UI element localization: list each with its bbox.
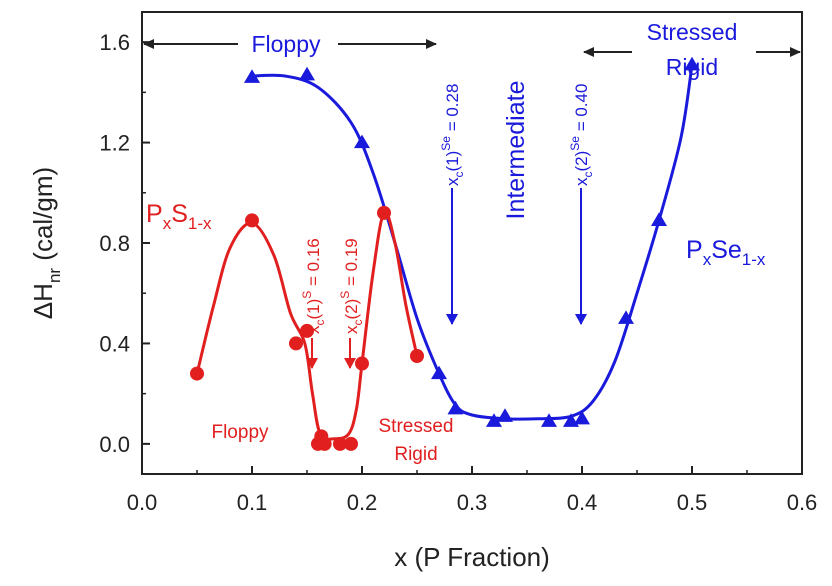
pxs-point-2 xyxy=(289,336,303,351)
x-tick-label-2: 0.2 xyxy=(347,490,378,515)
pxs-point-1 xyxy=(245,213,259,228)
pxs-point-7 xyxy=(333,436,347,451)
label-floppy-bottom: Floppy xyxy=(211,422,269,443)
x-tick-label-4: 0.4 xyxy=(567,490,598,515)
pxse-point-7 xyxy=(541,413,557,427)
y-tick-label-1: 0.4 xyxy=(99,331,130,356)
pxse-point-6 xyxy=(497,408,513,422)
series-pxse-curve xyxy=(251,64,694,421)
label-series-pxs: PxS1-x xyxy=(146,200,212,233)
label-xc1-se: xc(1)Se = 0.28 xyxy=(439,84,466,186)
x-tick-label-0: 0.0 xyxy=(127,490,158,515)
label-rigid-bottom: Rigid xyxy=(394,444,437,465)
x-tick-label-3: 0.3 xyxy=(457,490,488,515)
label-xc2-se: xc(2)Se = 0.40 xyxy=(568,84,595,186)
pxse-point-11 xyxy=(651,212,667,227)
label-xc1-s: xc(1)S = 0.16 xyxy=(300,238,327,334)
pxs-point-9 xyxy=(355,356,369,371)
pxs-point-8 xyxy=(344,436,358,451)
axis-tick-labels: 0.0 0.1 0.2 0.3 0.4 0.5 0.6 0.0 0.4 0.8 1.2 1.6 xyxy=(99,30,817,515)
y-tick-label-0: 0.0 xyxy=(99,432,130,457)
pxse-point-0 xyxy=(244,69,260,83)
pxse-point-10 xyxy=(618,310,634,324)
series-pxse-markers xyxy=(244,56,700,427)
label-intermediate: Intermediate xyxy=(502,81,530,220)
pxse-point-5 xyxy=(486,413,502,427)
label-floppy-top: Floppy xyxy=(251,31,321,57)
label-stressed-bottom: Stressed xyxy=(379,416,454,437)
x-tick-label-6: 0.6 xyxy=(787,490,818,515)
y-tick-label-3: 1.2 xyxy=(99,131,130,156)
label-xc2-s: xc(2)S = 0.19 xyxy=(338,238,365,334)
pxs-point-0 xyxy=(190,366,204,381)
pxse-point-9 xyxy=(574,410,590,425)
y-axis-title: ΔHnr (cal/gm) xyxy=(28,167,64,319)
region-arrows xyxy=(143,39,801,369)
series-pxs-markers xyxy=(190,205,424,451)
pxse-point-12 xyxy=(684,56,700,71)
y-tick-label-2: 0.8 xyxy=(99,231,130,256)
pxs-point-3 xyxy=(300,323,314,338)
pxse-point-3 xyxy=(431,365,447,380)
label-series-pxse: PxSe1-x xyxy=(686,236,766,269)
pxs-point-11 xyxy=(410,348,424,363)
y-tick-label-4: 1.6 xyxy=(99,30,130,55)
label-rigid-top: Rigid xyxy=(666,54,718,80)
pxs-point-6 xyxy=(317,436,332,451)
x-tick-label-5: 0.5 xyxy=(677,490,708,515)
pxse-point-2 xyxy=(354,134,370,149)
x-axis-title: x (P Fraction) xyxy=(394,542,550,572)
pxs-point-10 xyxy=(377,205,391,220)
x-tick-label-1: 0.1 xyxy=(237,490,268,515)
plot-frame xyxy=(141,11,803,475)
pxse-point-1 xyxy=(299,66,315,81)
label-stressed-top: Stressed xyxy=(647,19,738,45)
pxse-point-4 xyxy=(447,400,464,415)
